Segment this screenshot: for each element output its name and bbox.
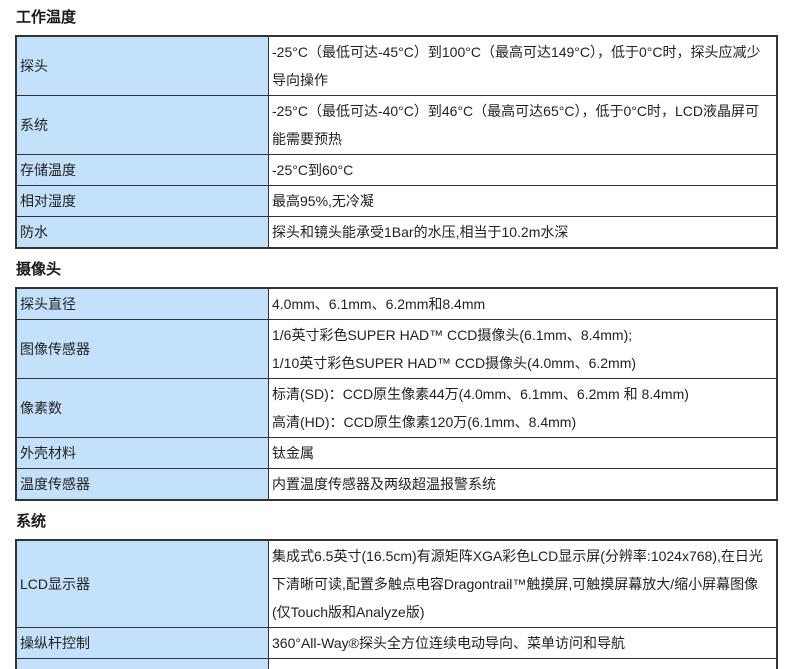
section-title-system: 系统 [16, 513, 47, 530]
spec-value-cell: 探头和镜头能承受1Bar的水压,相当于10.2m水深 [268, 216, 778, 249]
table-row: 探头 -25°C（最低可达-45°C）到100°C（最高可达149°C），低于0… [15, 35, 778, 96]
spec-table-operating-temperature: 探头 -25°C（最低可达-45°C）到100°C（最高可达149°C），低于0… [15, 35, 778, 249]
spec-value-cell [268, 658, 778, 669]
spec-label-cell: 温度传感器 [15, 468, 269, 501]
table-row: 防水 探头和镜头能承受1Bar的水压,相当于10.2m水深 [15, 216, 778, 249]
spec-value-cell: 1/6英寸彩色SUPER HAD™ CCD摄像头(6.1mm、8.4mm); 1… [268, 319, 778, 379]
spec-label-cell: 图像传感器 [15, 319, 269, 379]
table-row-partial-cutoff [15, 658, 778, 669]
spec-value-cell: -25°C（最低可达-40°C）到46°C（最高可达65°C），低于0°C时，L… [268, 95, 778, 155]
table-row: 温度传感器 内置温度传感器及两级超温报警系统 [15, 468, 778, 501]
spec-label-cell [15, 658, 269, 669]
table-row: 探头直径 4.0mm、6.1mm、6.2mm和8.4mm [15, 287, 778, 320]
spec-value-cell: 内置温度传感器及两级超温报警系统 [268, 468, 778, 501]
table-row: 系统 -25°C（最低可达-40°C）到46°C（最高可达65°C），低于0°C… [15, 95, 778, 155]
spec-label-cell: 操纵杆控制 [15, 627, 269, 659]
spec-value-cell: 4.0mm、6.1mm、6.2mm和8.4mm [268, 287, 778, 320]
table-row: 相对湿度 最高95%,无冷凝 [15, 185, 778, 217]
table-row: 像素数 标清(SD)：CCD原生像素44万(4.0mm、6.1mm、6.2mm … [15, 378, 778, 438]
spec-label-cell: 探头 [15, 35, 269, 96]
table-row: 图像传感器 1/6英寸彩色SUPER HAD™ CCD摄像头(6.1mm、8.4… [15, 319, 778, 379]
table-row: 操纵杆控制 360°All-Way®探头全方位连续电动导向、菜单访问和导航 [15, 627, 778, 659]
spec-label-cell: 像素数 [15, 378, 269, 438]
table-row: 存储温度 -25°C到60°C [15, 154, 778, 186]
section-title-camera: 摄像头 [16, 261, 62, 278]
spec-table-system: LCD显示器 集成式6.5英寸(16.5cm)有源矩阵XGA彩色LCD显示屏(分… [15, 539, 778, 669]
spec-label-cell: 探头直径 [15, 287, 269, 320]
spec-label-cell: 防水 [15, 216, 269, 249]
table-row: LCD显示器 集成式6.5英寸(16.5cm)有源矩阵XGA彩色LCD显示屏(分… [15, 539, 778, 628]
spec-value-cell: 最高95%,无冷凝 [268, 185, 778, 217]
spec-value-cell: 360°All-Way®探头全方位连续电动导向、菜单访问和导航 [268, 627, 778, 659]
section-system: 系统 LCD显示器 集成式6.5英寸(16.5cm)有源矩阵XGA彩色LCD显示… [15, 513, 778, 669]
spec-value-cell: -25°C（最低可达-45°C）到100°C（最高可达149°C），低于0°C时… [268, 35, 778, 96]
spec-value-cell: 集成式6.5英寸(16.5cm)有源矩阵XGA彩色LCD显示屏(分辨率:1024… [268, 539, 778, 628]
spec-value-cell: 标清(SD)：CCD原生像素44万(4.0mm、6.1mm、6.2mm 和 8.… [268, 378, 778, 438]
spec-label-cell: 存储温度 [15, 154, 269, 186]
section-camera: 摄像头 探头直径 4.0mm、6.1mm、6.2mm和8.4mm 图像传感器 1… [15, 261, 778, 501]
spec-value-cell: 钛金属 [268, 437, 778, 469]
section-operating-temperature: 工作温度 探头 -25°C（最低可达-45°C）到100°C（最高可达149°C… [15, 9, 778, 249]
spec-label-cell: 系统 [15, 95, 269, 155]
spec-value-cell: -25°C到60°C [268, 154, 778, 186]
spec-label-cell: LCD显示器 [15, 539, 269, 628]
spec-label-cell: 外壳材料 [15, 437, 269, 469]
section-title-operating-temperature: 工作温度 [16, 9, 77, 26]
table-row: 外壳材料 钛金属 [15, 437, 778, 469]
spec-label-cell: 相对湿度 [15, 185, 269, 217]
spec-table-camera: 探头直径 4.0mm、6.1mm、6.2mm和8.4mm 图像传感器 1/6英寸… [15, 287, 778, 501]
